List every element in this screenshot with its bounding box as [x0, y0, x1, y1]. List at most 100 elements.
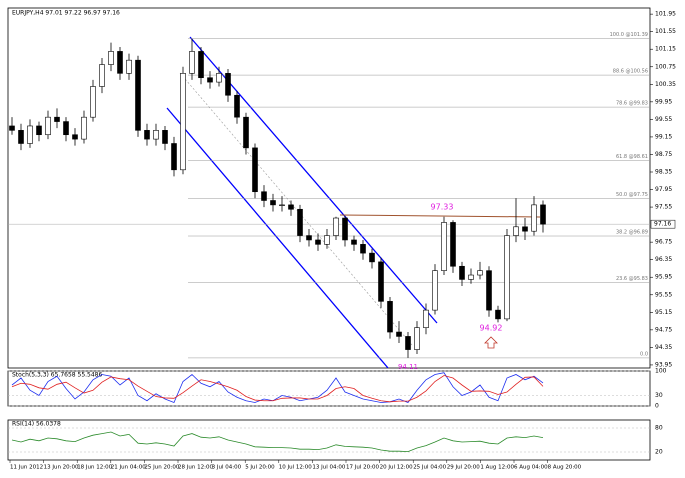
y-tick-label: 100: [655, 368, 667, 375]
fib-label: 23.6 @95.83: [616, 276, 648, 282]
x-tick-label: 3 Jul 04:00: [212, 465, 242, 471]
chart-title: EURJPY,H4 97.01 97.22 96.97 97.16: [12, 10, 120, 17]
candle-body: [288, 204, 294, 210]
y-tick-label: 96.75: [655, 239, 672, 246]
arrow-icon: [484, 336, 498, 349]
candle-body: [135, 59, 141, 131]
annotation: 94.92: [480, 324, 503, 333]
candle-body: [468, 274, 474, 280]
y-tick-label: 101.15: [655, 46, 676, 53]
y-tick-label: 0: [655, 403, 659, 410]
candle-body: [495, 309, 501, 320]
price-box: [650, 219, 676, 229]
candle-body: [207, 77, 213, 83]
candle-body: [180, 73, 186, 171]
y-tick-label: 95.95: [655, 274, 672, 281]
current-price-label: 97.16: [654, 221, 671, 228]
y-tick-label: 95.15: [655, 309, 672, 316]
main-panel: [7, 7, 651, 369]
y-tick-label: 20: [655, 449, 663, 456]
candle-body: [81, 116, 87, 140]
candle-body: [90, 86, 96, 118]
candle-body: [360, 244, 366, 254]
y-tick-label: 97.95: [655, 186, 672, 193]
stoch-title: Stoch(5,3,3) 65.7658 55.5486: [12, 372, 103, 379]
y-tick-label: 93.95: [655, 361, 672, 368]
stoch-line: [11, 372, 544, 404]
channel-mid: [179, 72, 413, 346]
y-tick-label: 98.75: [655, 151, 672, 158]
candle-body: [441, 222, 447, 271]
y-tick-label: 95.55: [655, 291, 672, 298]
fib-label: 0.0: [640, 351, 648, 357]
x-tick-label: 18 Jun 12:00: [77, 465, 112, 471]
candle-body: [153, 130, 159, 140]
candle-body: [396, 331, 402, 337]
rsi-line: [11, 431, 544, 453]
x-tick-label: 20 Jul 12:00: [380, 465, 413, 471]
x-tick-label: 29 Jul 20:00: [447, 465, 480, 471]
rsi-title: RSI(14) 56.0378: [12, 421, 61, 428]
candle-body: [27, 125, 33, 144]
candle-body: [351, 239, 357, 245]
candle-body: [144, 130, 150, 140]
candle-body: [378, 261, 384, 302]
y-tick-label: 100.35: [655, 81, 676, 88]
candle-body: [414, 327, 420, 350]
annotation: 94.11: [398, 363, 418, 371]
y-tick-label: 101.55: [655, 28, 676, 35]
y-tick-label: 94.35: [655, 344, 672, 351]
candle-body: [126, 59, 132, 74]
x-tick-label: 13 Jul 04:00: [312, 465, 345, 471]
candle-body: [18, 130, 24, 144]
y-tick-label: 101.95: [655, 11, 676, 18]
y-tick-label: 99.55: [655, 116, 672, 123]
candle-body: [315, 239, 321, 245]
candle-body: [270, 200, 276, 206]
candle-body: [216, 73, 222, 83]
rsi-panel: [7, 419, 651, 461]
stoch-line: [11, 375, 544, 403]
x-tick-label: 1 Aug 12:00: [480, 465, 514, 471]
candle-body: [459, 265, 465, 280]
channel-upper: [189, 36, 438, 324]
x-tick-label: 25 Jul 04:00: [413, 465, 446, 471]
candle-body: [504, 235, 510, 320]
candle-body: [225, 73, 231, 96]
x-tick-label: 13 Jun 20:00: [44, 465, 79, 471]
candle-body: [252, 147, 258, 193]
y-tick-label: 100.75: [655, 63, 676, 70]
x-tick-label: 6 Aug 04:00: [514, 465, 548, 471]
candle-body: [540, 204, 546, 225]
candle-body: [234, 94, 240, 118]
candle-body: [9, 125, 15, 131]
y-tick-label: 96.35: [655, 256, 672, 263]
y-tick-label: 30: [655, 392, 663, 399]
candle-body: [450, 222, 456, 267]
candle-body: [423, 309, 429, 328]
candle-body: [297, 208, 303, 236]
x-tick-label: 17 Jul 20:00: [346, 465, 379, 471]
data-layer: 101.95 101.55 101.15 100.75 100.35 99.95 99.55…: [8, 11, 676, 471]
x-tick-label: 21 Jun 04:00: [111, 465, 146, 471]
candle-body: [306, 235, 312, 241]
candle-body: [243, 116, 249, 149]
fib-label: 100.0 @101.39: [610, 32, 648, 38]
x-tick-label: 11 Jun 2012: [10, 465, 43, 471]
candle-body: [54, 116, 60, 122]
candle-body: [531, 204, 537, 232]
candle-body: [63, 121, 69, 136]
x-tick-label: 28 Jun 12:00: [178, 465, 213, 471]
candle-body: [486, 270, 492, 311]
candle-body: [45, 116, 51, 136]
annotation: 97.33: [431, 203, 454, 212]
candle-body: [432, 270, 438, 311]
candle-body: [333, 217, 339, 236]
candle-body: [405, 336, 411, 350]
x-tick-label: 8 Aug 20:00: [548, 465, 582, 471]
candle-body: [324, 235, 330, 245]
fib-label: 50.0 @97.75: [616, 192, 648, 198]
fib-label: 61.8 @98.61: [616, 154, 648, 160]
candle-body: [522, 226, 528, 232]
